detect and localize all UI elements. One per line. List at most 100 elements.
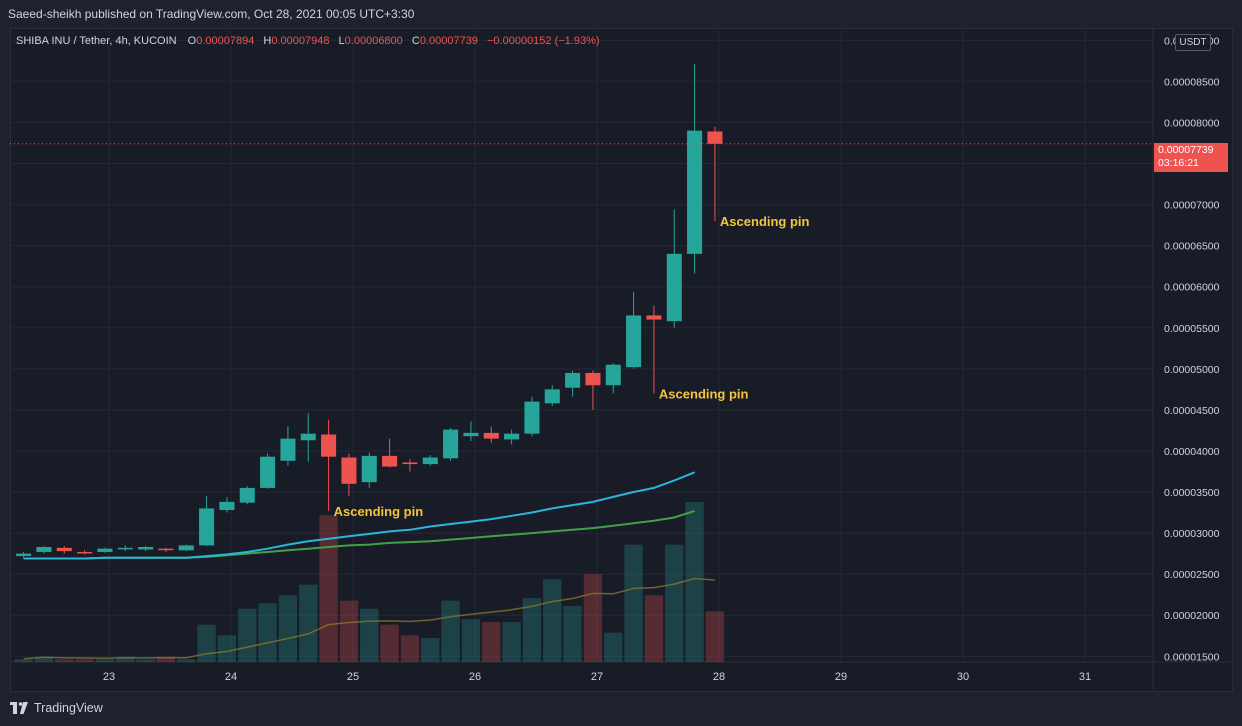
bar-countdown: 03:16:21 (1158, 157, 1199, 169)
volume-bar (502, 622, 521, 662)
y-tick-label: 0.00005000 (1164, 364, 1220, 376)
candle-body (565, 372, 581, 388)
candle-body (504, 433, 520, 440)
tradingview-logo-icon (10, 702, 28, 714)
last-price-tag: 0.00007739 03:16:21 (1154, 143, 1228, 172)
low-label: L (338, 35, 345, 47)
chart-panel[interactable] (10, 28, 1233, 692)
volume-bar (177, 659, 196, 662)
volume-bar (624, 544, 643, 662)
currency-badge[interactable]: USDT (1175, 34, 1211, 51)
publisher-bar: Saeed-sheikh published on TradingView.co… (0, 0, 1242, 28)
candlestick-chart[interactable]: 0.00001500 0.00002000 0.00002500 0.00003000… (10, 28, 1231, 690)
y-tick-label: 0.00008000 (1164, 117, 1220, 129)
candle-body (77, 551, 93, 554)
annotation-label: Ascending pin (720, 214, 810, 229)
candle-body (483, 432, 499, 439)
volume-bar (604, 632, 623, 662)
x-tick-label: 30 (957, 671, 969, 683)
x-tick-label: 24 (225, 671, 237, 683)
y-tick-label: 0.00007000 (1164, 200, 1220, 212)
candle-body (422, 457, 438, 465)
open-label: O (187, 35, 197, 47)
candle-body (117, 547, 133, 550)
ohlc-legend: SHIBA INU / Tether, 4h, KUCOIN O0.000078… (16, 35, 606, 47)
candle-body (626, 315, 642, 368)
candle-body (666, 253, 682, 322)
symbol-label[interactable]: SHIBA INU / Tether, 4h, KUCOIN (16, 35, 177, 47)
candle-body (707, 131, 723, 144)
y-tick-label: 0.00002500 (1164, 569, 1220, 581)
candle-body (239, 487, 255, 503)
open-value: 0.00007894 (196, 35, 255, 47)
volume-bar (319, 515, 338, 662)
volume-bar (238, 608, 257, 662)
brand-label: TradingView (34, 701, 103, 715)
volume-bar (258, 603, 277, 662)
x-tick-label: 28 (713, 671, 725, 683)
tradingview-logo[interactable]: TradingView (10, 701, 103, 715)
candle-body (646, 315, 662, 320)
volume-bar (156, 656, 176, 662)
volume-ma-line (23, 577, 715, 660)
volume-bar (339, 600, 359, 662)
candle-body (382, 455, 398, 467)
candle-body (158, 548, 174, 551)
volume-bar (95, 659, 115, 662)
candle-body (321, 434, 337, 457)
ma-fast-line (23, 471, 695, 560)
volume-bar (421, 638, 440, 662)
annotation-label: Ascending pin (659, 386, 749, 401)
candle-body (260, 456, 276, 488)
volume-bar (705, 611, 725, 662)
volume-bar (75, 659, 94, 662)
candle-body (199, 508, 215, 546)
candle-body (524, 401, 540, 434)
y-tick-label: 0.00006500 (1164, 241, 1220, 253)
volume-bar (380, 624, 399, 662)
candle-body (178, 545, 194, 551)
x-tick-label: 25 (347, 671, 359, 683)
annotation-label: Ascending pin (334, 504, 424, 519)
volume-bar (197, 624, 216, 662)
candle-body (402, 462, 418, 465)
volume-bar (400, 635, 420, 662)
candle-body (97, 548, 113, 552)
candle-body (219, 501, 235, 511)
volume-bar (217, 635, 237, 662)
y-tick-label: 0.00001500 (1164, 651, 1220, 663)
candle-body (443, 429, 459, 459)
candle-body (585, 372, 601, 386)
volume-bar (482, 622, 501, 662)
low-value: 0.00006800 (344, 35, 403, 47)
x-tick-label: 27 (591, 671, 603, 683)
volume-bar (278, 595, 298, 662)
x-tick-label: 29 (835, 671, 847, 683)
volume-bar (55, 659, 74, 662)
volume-bar (14, 659, 33, 662)
volume-bar (136, 659, 155, 662)
change-value: −0.00000152 (−1.93%) (487, 35, 600, 47)
candle-body (687, 130, 703, 254)
y-tick-label: 0.00004500 (1164, 405, 1220, 417)
volume-bar (34, 656, 54, 662)
volume-bar (299, 584, 318, 662)
volume-bar (685, 502, 704, 662)
close-label: C (411, 35, 420, 47)
volume-bar (522, 598, 542, 662)
publisher-line: Saeed-sheikh published on TradingView.co… (8, 7, 415, 21)
y-tick-label: 0.00005500 (1164, 323, 1220, 335)
high-value: 0.00007948 (271, 35, 330, 47)
volume-bar (461, 619, 481, 662)
candle-body (361, 455, 377, 483)
candle-body (463, 432, 479, 437)
candle-body (56, 547, 72, 552)
y-tick-label: 0.00003000 (1164, 528, 1220, 540)
footer: TradingView (0, 690, 1242, 726)
volume-bar (441, 600, 460, 662)
high-label: H (263, 35, 272, 47)
candle-body (280, 438, 296, 461)
y-tick-label: 0.00003500 (1164, 487, 1220, 499)
y-tick-label: 0.00006000 (1164, 282, 1220, 294)
volume-bar (665, 544, 684, 662)
